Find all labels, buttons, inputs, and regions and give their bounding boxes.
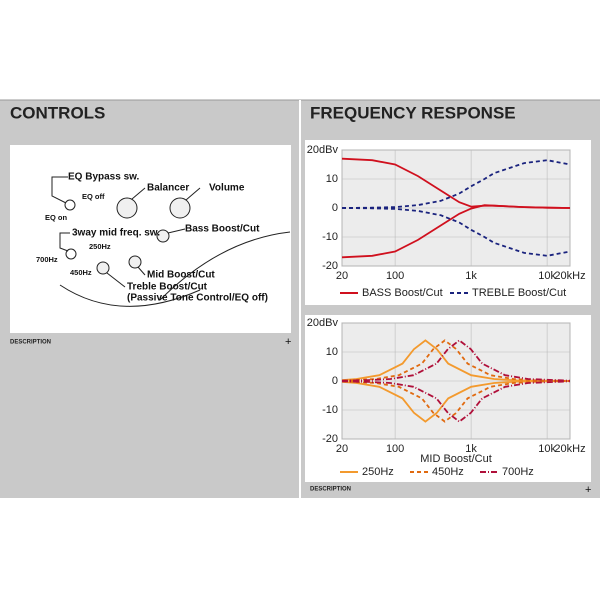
x-tick-label: 10k (538, 443, 556, 455)
y-tick-label: 0 (332, 375, 338, 387)
control-label: EQ off (82, 192, 105, 201)
control-label: Mid Boost/Cut (147, 270, 215, 281)
y-tick-label: 10 (326, 173, 338, 185)
y-tick-label: -10 (322, 404, 338, 416)
legend-label: TREBLE Boost/Cut (472, 287, 566, 299)
section-title: CONTROLS (10, 103, 105, 122)
expand-button[interactable]: + (585, 484, 591, 496)
control-label: 3way mid freq. sw. (72, 228, 160, 239)
legend-label: 250Hz (362, 466, 394, 478)
x-tick-label: 20kHz (554, 270, 585, 282)
diagram-shapes (51, 176, 291, 307)
section-title: FREQUENCY RESPONSE (310, 103, 516, 122)
control-label: Balancer (147, 183, 189, 194)
series-line (341, 380, 571, 423)
diagram-box (10, 145, 291, 333)
control-label: Volume (209, 183, 245, 194)
control-label: (Passive Tone Control/EQ off) (127, 293, 268, 304)
y-tick-label: -20 (322, 433, 338, 445)
y-tick-label: -10 (322, 231, 338, 243)
y-tick-label: 10 (326, 346, 338, 358)
series-line (341, 204, 571, 259)
control-label: 450Hz (70, 268, 92, 277)
series-line (341, 159, 571, 209)
x-tick-label: 20 (336, 443, 348, 455)
x-tick-label: 100 (386, 443, 404, 455)
y-tick-label: 20dBv (307, 317, 339, 329)
control-label: Bass Boost/Cut (185, 224, 260, 235)
legend-label: 450Hz (432, 466, 464, 478)
control-label: EQ on (45, 213, 68, 222)
description-link[interactable]: DESCRIPTION (310, 487, 351, 493)
series-line (341, 207, 571, 257)
control-label: EQ Bypass sw. (68, 172, 140, 183)
x-tick-label: 20 (336, 270, 348, 282)
x-axis-label: MID Boost/Cut (420, 453, 492, 465)
legend-label: BASS Boost/Cut (362, 287, 443, 299)
x-tick-label: 100 (386, 270, 404, 282)
series-line (341, 380, 571, 423)
series-line (341, 339, 571, 382)
control-label: 700Hz (36, 255, 58, 264)
legend-label: 700Hz (502, 466, 534, 478)
y-tick-label: 0 (332, 202, 338, 214)
description-link[interactable]: DESCRIPTION (10, 340, 51, 346)
x-tick-label: 1k (465, 443, 477, 455)
control-label: 250Hz (89, 242, 111, 251)
y-tick-label: 20dBv (307, 144, 339, 156)
control-label: Treble Boost/Cut (127, 282, 208, 293)
x-tick-label: 10k (538, 270, 556, 282)
series-line (341, 339, 571, 382)
x-tick-label: 20kHz (554, 443, 585, 455)
y-tick-label: -20 (322, 260, 338, 272)
expand-button[interactable]: + (285, 336, 291, 348)
x-tick-label: 1k (465, 270, 477, 282)
